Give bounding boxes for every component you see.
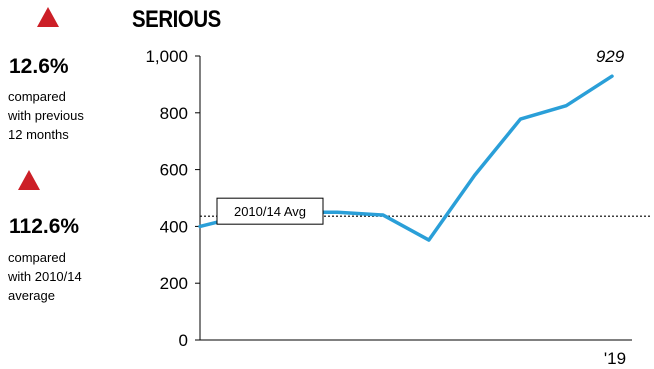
y-tick-label: 600	[160, 161, 188, 180]
up-triangle-icon	[18, 170, 40, 190]
stat-description-line: with 2010/14	[8, 269, 82, 284]
y-tick-label: 800	[160, 104, 188, 123]
x-tick-label: '19	[604, 349, 626, 368]
stat-description-line: compared	[8, 89, 66, 104]
stat-description-line: compared	[8, 250, 66, 265]
stat-description-2010-14-average: compared with 2010/14 average	[8, 248, 118, 305]
last-value-label: 929	[596, 47, 625, 66]
labels-group: 2010/14 Avg 929	[216, 47, 625, 225]
chart-title: SERIOUS	[132, 6, 221, 33]
stat-description-line: with previous	[8, 108, 84, 123]
y-tick-label: 400	[160, 217, 188, 236]
y-axis: 0 200 400 600 800 1,000 '19	[145, 47, 632, 368]
y-tick-label: 1,000	[145, 47, 188, 66]
stat-description-line: 12 months	[8, 127, 69, 142]
stat-description-line: average	[8, 288, 55, 303]
average-label: 2010/14 Avg	[234, 204, 306, 219]
stat-value-previous-12-months: 12.6%	[9, 55, 69, 78]
stats-panel: 12.6% compared with previous 12 months 1…	[0, 0, 120, 369]
y-tick-label: 200	[160, 274, 188, 293]
stat-description-previous-12-months: compared with previous 12 months	[8, 87, 118, 144]
up-triangle-icon	[37, 7, 59, 27]
stat-value-2010-14-average: 112.6%	[9, 215, 80, 238]
average-label-box	[216, 197, 324, 225]
y-tick-label: 0	[179, 331, 188, 350]
